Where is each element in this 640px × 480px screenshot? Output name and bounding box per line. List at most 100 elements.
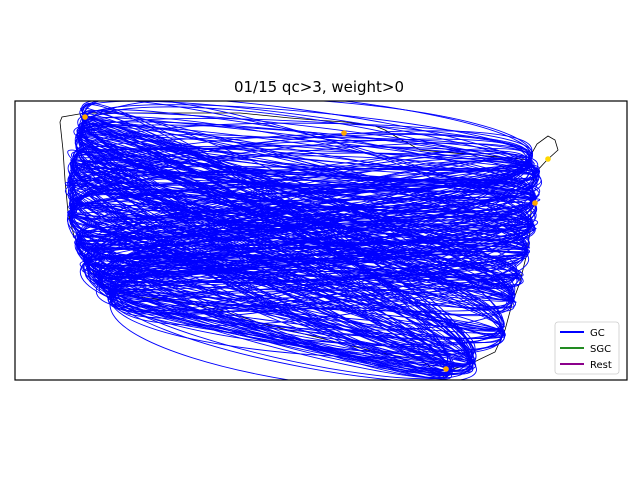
station-marker <box>341 130 347 136</box>
route-line <box>66 184 525 249</box>
route-line <box>83 259 470 380</box>
route-line <box>71 158 531 197</box>
route-line <box>73 138 530 212</box>
route-line <box>71 211 452 380</box>
route-line <box>101 160 530 302</box>
route-line <box>82 255 511 298</box>
legend-label-sgc: SGC <box>590 344 611 355</box>
route-line <box>78 131 454 370</box>
route-line <box>85 110 527 250</box>
route-line <box>89 153 538 264</box>
route-line <box>108 292 472 365</box>
route-line <box>80 225 514 303</box>
route-line <box>75 147 540 173</box>
route-line <box>72 159 535 222</box>
legend: GC SGC Rest <box>554 321 620 375</box>
route-line <box>94 271 522 282</box>
route-line <box>85 225 533 270</box>
route-line <box>96 222 532 312</box>
station-marker <box>443 366 449 372</box>
route-line <box>71 187 513 315</box>
route-line <box>70 157 448 374</box>
route-line <box>95 247 526 284</box>
route-line <box>101 279 504 339</box>
route-line <box>67 211 531 243</box>
route-line <box>70 159 526 254</box>
legend-label-rest: Rest <box>590 360 612 371</box>
route-line <box>97 215 532 281</box>
route-line <box>79 116 529 226</box>
route-line <box>76 183 537 213</box>
route-lines <box>65 101 542 380</box>
station-marker <box>532 200 538 206</box>
route-line <box>76 132 517 277</box>
legend-box <box>554 321 620 375</box>
route-line <box>113 246 527 326</box>
route-line <box>101 182 541 283</box>
route-line <box>107 222 533 308</box>
route-line <box>98 282 505 335</box>
route-line <box>77 135 505 330</box>
route-line <box>71 183 472 363</box>
route-line <box>111 226 529 319</box>
route-line <box>84 120 524 286</box>
route-line <box>71 212 476 364</box>
station-marker <box>545 156 551 162</box>
route-line <box>86 117 533 226</box>
route-line <box>87 263 510 331</box>
route-line <box>109 242 517 292</box>
route-line <box>77 115 448 371</box>
route-line <box>83 117 536 184</box>
station-marker <box>82 114 88 120</box>
route-line <box>75 171 537 224</box>
route-line <box>83 114 519 279</box>
route-line <box>88 185 536 260</box>
route-line <box>109 289 450 380</box>
legend-label-gc: GC <box>590 328 605 339</box>
route-line <box>72 145 502 332</box>
route-line <box>75 133 449 374</box>
route-line <box>100 281 477 380</box>
route-line <box>97 240 530 283</box>
route-line <box>80 124 538 176</box>
route-line <box>83 156 527 266</box>
route-line <box>78 241 520 278</box>
route-line <box>71 210 527 257</box>
route-line <box>69 182 529 223</box>
route-line <box>80 128 470 365</box>
route-line <box>77 134 538 182</box>
route-line <box>74 200 505 332</box>
route-line <box>85 222 534 294</box>
route-line <box>81 101 530 224</box>
route-line <box>73 161 500 336</box>
route-line <box>82 116 513 302</box>
route-line <box>73 160 524 278</box>
route-line <box>70 211 529 227</box>
route-line <box>113 288 451 371</box>
route-line <box>111 293 474 365</box>
route-line <box>67 149 451 373</box>
route-line <box>108 200 534 312</box>
route-line <box>73 162 533 218</box>
route-line <box>71 161 528 195</box>
route-line <box>81 161 528 250</box>
plot-frame <box>14 100 628 381</box>
route-line <box>73 142 532 213</box>
route-line <box>70 209 471 375</box>
route-line <box>72 130 533 210</box>
route-line <box>83 119 530 249</box>
route-line <box>84 101 532 161</box>
chart-title: 01/15 qc>3, weight>0 <box>234 78 404 96</box>
route-line <box>85 101 525 249</box>
route-line <box>78 133 530 241</box>
route-line <box>76 127 513 302</box>
route-line <box>78 234 471 365</box>
route-line <box>82 116 542 193</box>
route-line <box>81 237 504 344</box>
route-line <box>72 210 473 374</box>
route-line <box>87 251 526 307</box>
route-line <box>68 148 529 224</box>
station-markers <box>82 114 551 372</box>
route-line <box>81 124 528 252</box>
